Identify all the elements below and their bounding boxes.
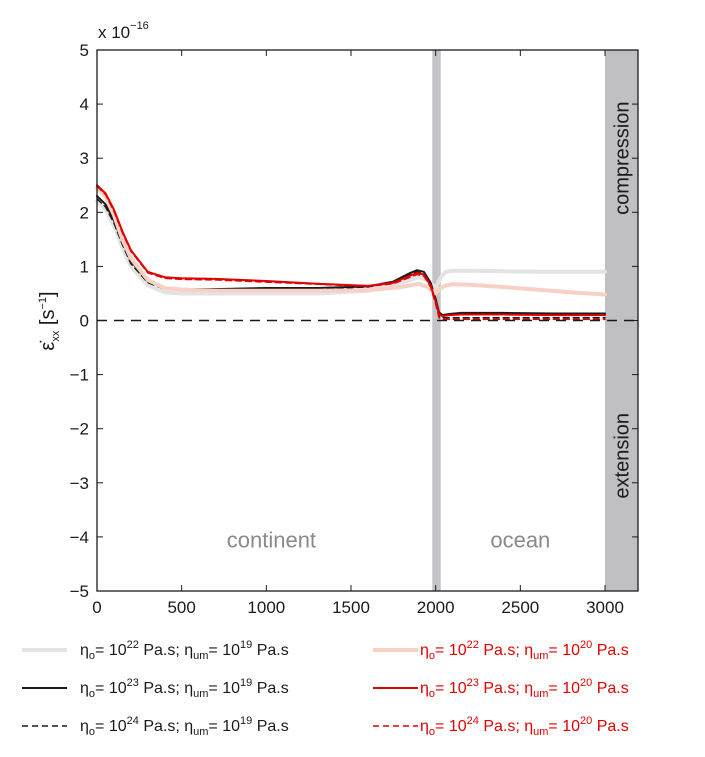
legend-exp-um: 20 <box>580 715 592 727</box>
x-tick-label: 3000 <box>586 598 624 617</box>
legend-entry-4: ηo= 1022 Pa.s; ηum= 1020 Pa.s <box>420 639 629 662</box>
x-tick-label: 2000 <box>417 598 455 617</box>
ocean-label: ocean <box>490 528 550 553</box>
legend-exp-o: 24 <box>127 715 139 727</box>
y-axis-label: ε̇xx [s−1] <box>37 291 62 350</box>
legend-exp-o: 22 <box>467 639 479 651</box>
legend-sub-um: um <box>533 650 548 662</box>
legend-entry-6: ηo= 1024 Pa.s; ηum= 1020 Pa.s <box>420 715 629 738</box>
legend-mid: Pa.s; η <box>479 718 533 735</box>
y-tick-label: 2 <box>80 203 89 222</box>
y-tick-label: 1 <box>80 257 89 276</box>
legend-sub-o: o <box>89 688 95 700</box>
legend-eta: η <box>80 642 89 659</box>
legend-unit: Pa.s <box>592 718 628 735</box>
legend-entry-5: ηo= 1023 Pa.s; ηum= 1020 Pa.s <box>420 677 629 700</box>
legend-eq: = 10 <box>95 680 127 697</box>
legend-eta: η <box>80 718 89 735</box>
legend-entry-1: ηo= 1022 Pa.s; ηum= 1019 Pa.s <box>80 639 289 662</box>
series-layer <box>95 184 607 321</box>
legend-eq2: = 10 <box>208 680 240 697</box>
legend-exp-o: 22 <box>127 639 139 651</box>
legend-sub-um: um <box>193 726 208 738</box>
legend-eq2: = 10 <box>548 718 580 735</box>
y-label-unit: [s <box>37 310 59 331</box>
series-line-4 <box>95 185 607 297</box>
legend-eq2: = 10 <box>548 680 580 697</box>
continent-label: continent <box>227 528 316 553</box>
axes: 0 500 1000 1500 2000 2500 3000 −5 −4 −3 −2 −1 0 1 2 3 4 5 <box>70 41 639 617</box>
legend-sub-o: o <box>429 650 435 662</box>
legend-sub-o: o <box>89 650 95 662</box>
x-tick-label: 1500 <box>332 598 370 617</box>
legend-eq2: = 10 <box>548 642 580 659</box>
margin-band <box>432 50 441 591</box>
legend-exp-um: 19 <box>240 677 252 689</box>
legend-exp-o: 24 <box>467 715 479 727</box>
legend-exp-um: 19 <box>240 715 252 727</box>
series-line-6 <box>96 185 606 321</box>
legend-entry-3: ηo= 1024 Pa.s; ηum= 1019 Pa.s <box>80 715 289 738</box>
legend-unit: Pa.s <box>592 680 628 697</box>
legend-unit: Pa.s <box>252 718 288 735</box>
legend-eta: η <box>420 718 429 735</box>
legend-sub-um: um <box>533 688 548 700</box>
legend-sub-um: um <box>193 650 208 662</box>
y-label-unit-exp: −1 <box>37 297 49 310</box>
exponent-label: x 10−16 <box>98 20 149 42</box>
labels: x 10−16ε̇xx [s−1]continent oceancompressi… <box>37 20 634 553</box>
legend-exp-um: 20 <box>580 677 592 689</box>
legend-sub-o: o <box>429 688 435 700</box>
x-tick-label: 0 <box>92 598 101 617</box>
legend-eq: = 10 <box>95 642 127 659</box>
legend-eq: = 10 <box>435 680 467 697</box>
legend-unit: Pa.s <box>592 642 628 659</box>
compression-label: compression <box>612 102 634 215</box>
y-tick-label: 3 <box>80 149 89 168</box>
y-tick-label: −5 <box>70 582 89 601</box>
legend-eq: = 10 <box>95 718 127 735</box>
legend-eta: η <box>80 680 89 697</box>
legend-exp-um: 19 <box>240 639 252 651</box>
legend-sub-um: um <box>193 688 208 700</box>
legend-eq2: = 10 <box>208 718 240 735</box>
legend-eq: = 10 <box>435 718 467 735</box>
x-tick-label: 2500 <box>501 598 539 617</box>
legend-eq: = 10 <box>435 642 467 659</box>
legend-exp-um: 20 <box>580 639 592 651</box>
legend-unit: Pa.s <box>252 642 288 659</box>
legend-entry-2: ηo= 1023 Pa.s; ηum= 1019 Pa.s <box>80 677 289 700</box>
legend-mid: Pa.s; η <box>139 642 193 659</box>
legend-exp-o: 23 <box>127 677 139 689</box>
legend-sub-um: um <box>533 726 548 738</box>
legend-eq2: = 10 <box>208 642 240 659</box>
extension-label: extension <box>612 413 634 499</box>
y-label-symbol: ε̇ <box>37 341 59 351</box>
y-tick-label: −3 <box>70 474 89 493</box>
legend-sub-o: o <box>89 726 95 738</box>
y-tick-label: 4 <box>80 95 89 114</box>
y-tick-label: −1 <box>70 366 89 385</box>
y-tick-label: −2 <box>70 420 89 439</box>
legend-mid: Pa.s; η <box>479 680 533 697</box>
exponent-base: x 10 <box>98 23 130 42</box>
legend-sub-o: o <box>429 726 435 738</box>
legend-exp-o: 23 <box>467 677 479 689</box>
legend-unit: Pa.s <box>252 680 288 697</box>
legend-eta: η <box>420 642 429 659</box>
exponent-power: −16 <box>130 20 149 32</box>
legend-mid: Pa.s; η <box>479 642 533 659</box>
x-tick-label: 1000 <box>247 598 285 617</box>
legend-eta: η <box>420 680 429 697</box>
y-label-sub: xx <box>50 330 62 342</box>
x-tick-label: 500 <box>167 598 195 617</box>
legend-mid: Pa.s; η <box>139 718 193 735</box>
legend: ηo= 1022 Pa.s; ηum= 1019 Pa.sηo= 1023 Pa… <box>22 639 629 738</box>
y-tick-label: 5 <box>80 41 89 60</box>
legend-mid: Pa.s; η <box>139 680 193 697</box>
y-tick-label: 0 <box>80 312 89 331</box>
y-tick-label: −4 <box>70 528 89 547</box>
y-label-unit-close: ] <box>37 291 59 297</box>
